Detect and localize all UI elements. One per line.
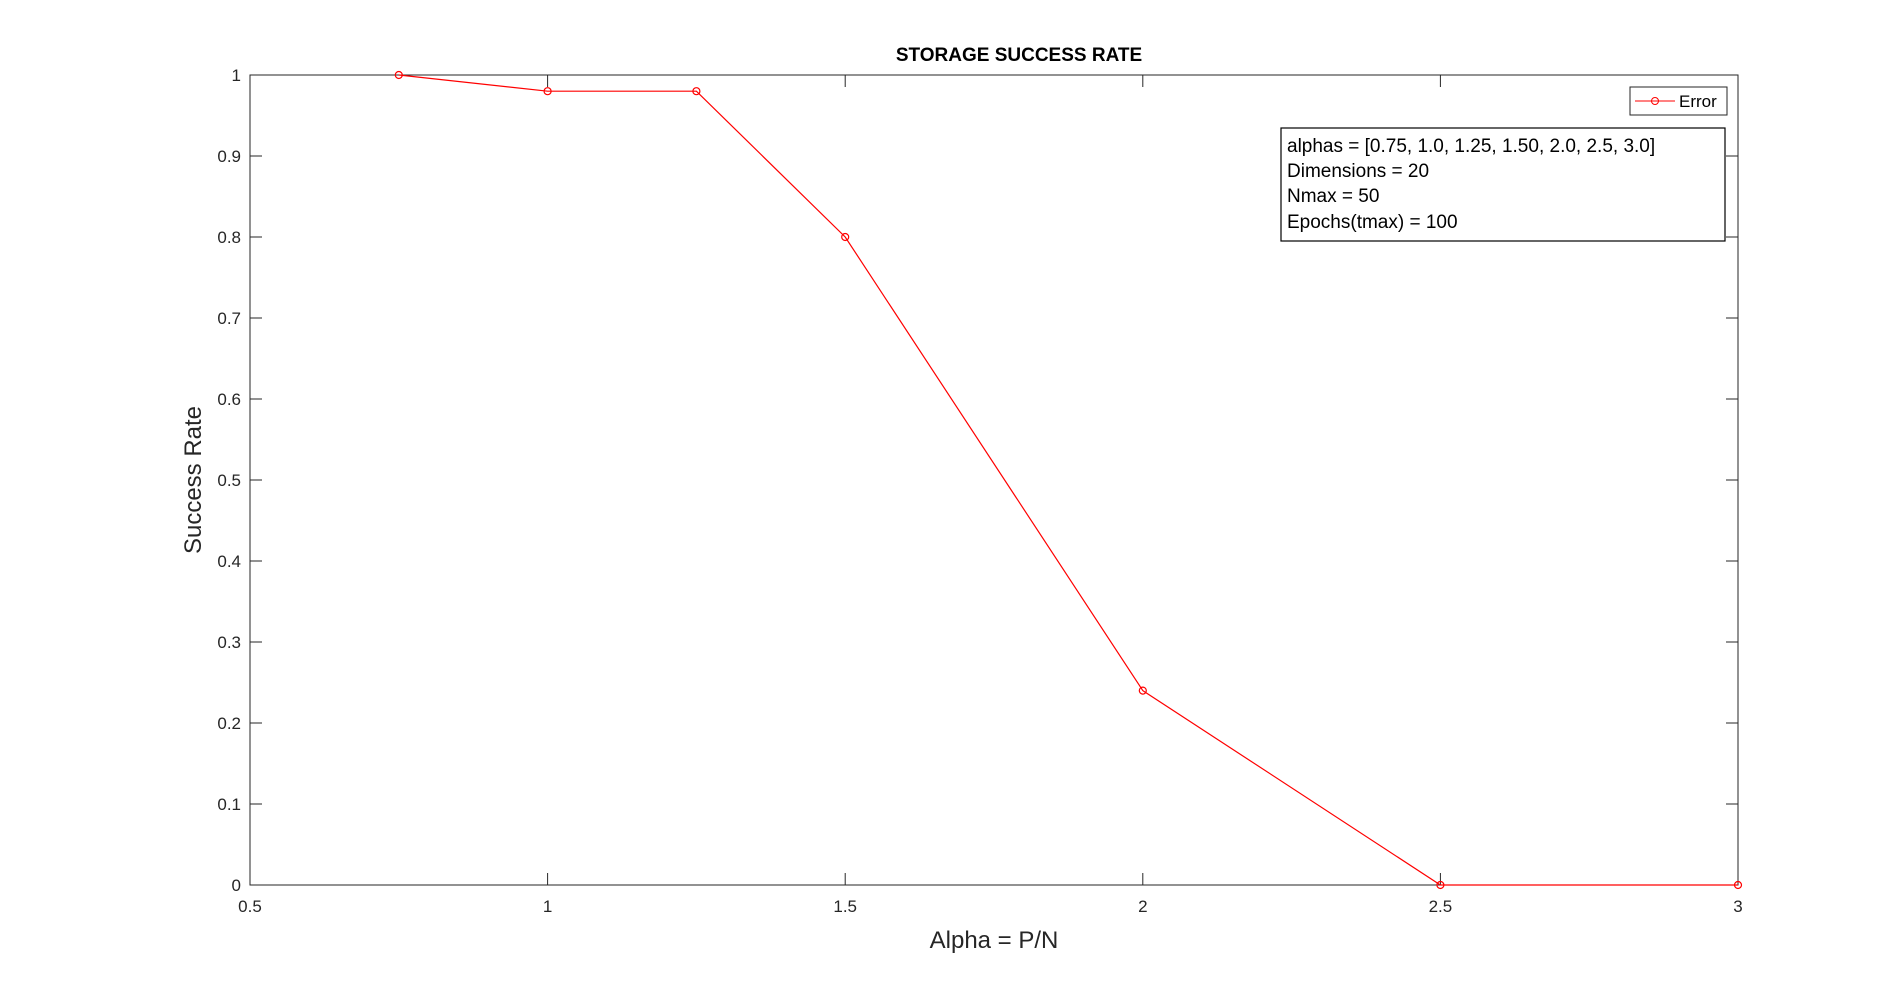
- y-tick-label: 0.6: [217, 390, 241, 409]
- y-tick-label: 0.9: [217, 147, 241, 166]
- x-tick-label: 3: [1733, 897, 1742, 916]
- data-point-marker: [1733, 880, 1743, 890]
- x-axis-tick-labels: 0.5 1 1.5 2 2.5 3: [238, 897, 1743, 916]
- legend: Error: [1629, 86, 1728, 116]
- x-axis-label: Alpha = P/N: [930, 927, 1059, 954]
- series-error: [394, 70, 1743, 890]
- chart-title: STORAGE SUCCESS RATE: [896, 45, 1142, 66]
- annotation-line-alphas: alphas = [0.75, 1.0, 1.25, 1.50, 2.0, 2.…: [1287, 136, 1655, 157]
- annotation-line-dimensions: Dimensions = 20: [1287, 161, 1429, 182]
- y-tick-label: 0: [232, 876, 241, 895]
- x-tick-label: 1: [543, 897, 552, 916]
- legend-marker-sample: [1651, 97, 1659, 105]
- data-point-marker: [692, 87, 701, 96]
- y-axis-tick-labels: 0 0.1 0.2 0.3 0.4 0.5 0.6 0.7 0.8 0.9 1: [217, 66, 241, 895]
- legend-label-error: Error: [1679, 92, 1717, 111]
- x-tick-label: 1.5: [833, 897, 857, 916]
- y-tick-label: 0.3: [217, 633, 241, 652]
- annotation-box: alphas = [0.75, 1.0, 1.25, 1.50, 2.0, 2.…: [1280, 127, 1726, 242]
- data-point-marker: [543, 87, 552, 96]
- annotation-line-nmax: Nmax = 50: [1287, 186, 1379, 207]
- y-tick-label: 1: [232, 66, 241, 85]
- x-tick-label: 2: [1138, 897, 1147, 916]
- y-axis-label: Success Rate: [180, 406, 207, 554]
- data-point-marker: [394, 70, 403, 80]
- x-tick-label: 2.5: [1429, 897, 1453, 916]
- y-tick-label: 0.7: [217, 309, 241, 328]
- x-tick-label: 0.5: [238, 897, 262, 916]
- data-point-marker: [1436, 880, 1445, 890]
- series-line-error: [398, 74, 1738, 886]
- data-point-marker: [1138, 686, 1147, 695]
- annotation-border: [1280, 127, 1726, 242]
- y-tick-label: 0.4: [217, 552, 241, 571]
- data-point-marker: [841, 232, 850, 242]
- y-tick-label: 0.5: [217, 471, 241, 490]
- y-tick-label: 0.1: [217, 795, 241, 814]
- y-tick-label: 0.8: [217, 228, 241, 247]
- annotation-line-epochs: Epochs(tmax) = 100: [1287, 212, 1458, 233]
- y-tick-label: 0.2: [217, 714, 241, 733]
